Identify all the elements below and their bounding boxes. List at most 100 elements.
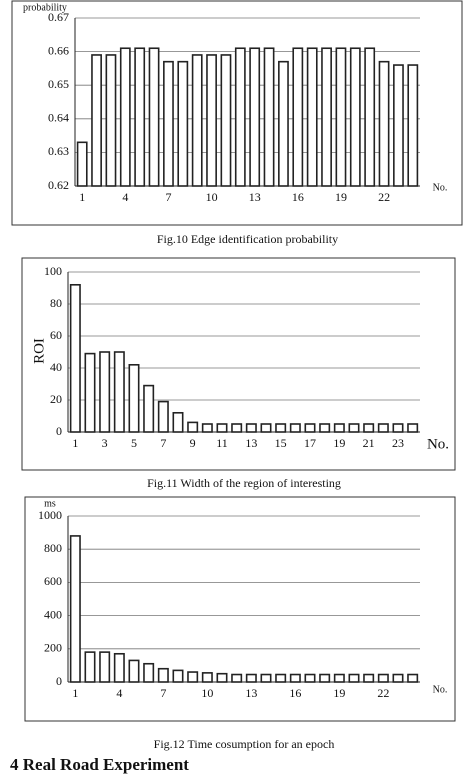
y-tick-label: 0 [56,424,62,438]
y-tick-label: 60 [50,328,62,342]
y-tick-label: 0.63 [48,144,69,158]
bar [304,423,316,433]
bar [172,669,184,683]
bar [392,673,404,683]
bar [113,351,125,433]
bar [321,47,332,187]
x-tick-label: 17 [304,436,316,450]
bar [76,141,88,187]
y-tick-label: 1000 [38,508,62,522]
x-tick-label: 22 [378,190,390,204]
x-tick-label: 19 [333,436,345,450]
bar [364,47,376,187]
section-heading: 4 Real Road Experiment [10,755,189,774]
bar [113,652,125,683]
x-tick-label: 5 [131,436,137,450]
bar [216,672,228,683]
bar [377,423,389,433]
x-axis-label: No. [433,182,448,193]
x-tick-label: 4 [116,686,122,700]
bar [407,423,419,433]
bar [206,54,217,187]
bar [348,673,360,683]
x-tick-label: 21 [363,436,375,450]
bar [275,423,287,433]
bar [177,60,189,187]
bar [335,47,347,187]
figure-caption: Fig.11 Width of the region of interestin… [147,476,341,490]
x-tick-label: 9 [190,436,196,450]
bar [69,535,81,683]
x-tick-label: 7 [165,190,171,204]
bar [319,423,331,433]
y-tick-label: 0.64 [48,111,69,125]
y-tick-label: 100 [44,264,62,278]
y-tick-label: 800 [44,541,62,555]
bar [333,673,345,683]
bar [143,384,155,433]
x-tick-label: 16 [292,190,304,204]
bar [187,421,199,433]
bar [134,47,146,187]
x-axis-label: No. [433,684,448,695]
bar [220,54,232,187]
figure-frame [24,496,456,722]
figure-frame [21,257,456,471]
y-tick-label: 20 [50,392,62,406]
y-tick-label: 0 [56,674,62,688]
bar [278,60,289,187]
x-tick-label: 3 [102,436,108,450]
y-tick-label: 0.62 [48,178,69,192]
x-tick-label: 1 [72,686,78,700]
x-tick-label: 1 [79,190,85,204]
bar [84,651,96,683]
x-tick-label: 22 [377,686,389,700]
y-tick-label: 0.65 [48,77,69,91]
x-tick-label: 19 [335,190,347,204]
bar [128,659,140,683]
x-axis-label: No. [427,436,449,452]
bar [249,47,261,187]
bar [392,423,404,433]
bar [216,423,228,433]
bar [393,64,404,187]
figure-caption: Fig.10 Edge identification probability [157,232,338,246]
bar [306,47,318,187]
bar [407,673,419,683]
x-tick-label: 13 [249,190,261,204]
figure-frame [11,0,463,226]
bar [105,54,117,187]
bar [333,423,345,433]
x-tick-label: 15 [275,436,287,450]
bar [191,54,203,187]
bar [99,351,111,433]
x-tick-label: 11 [216,436,228,450]
bar [377,673,389,683]
bar [363,423,375,433]
bar [201,672,213,683]
bar [407,64,419,187]
bar [163,60,174,187]
y-tick-label: 600 [44,574,62,588]
y-tick-label: 0.66 [48,43,69,57]
x-tick-label: 19 [333,686,345,700]
bar [69,283,81,433]
bar [172,411,184,433]
x-tick-label: 23 [392,436,404,450]
y-tick-label: 80 [50,296,62,310]
bar [91,54,102,187]
x-tick-label: 13 [245,686,257,700]
x-tick-label: 7 [160,686,166,700]
x-tick-label: 1 [72,436,78,450]
x-tick-label: 7 [160,436,166,450]
bar [99,651,111,683]
bar [84,352,96,433]
bar [187,671,199,683]
bar [245,423,257,433]
bar [157,667,169,683]
bar [319,673,331,683]
bar [363,673,375,683]
bar [157,400,169,433]
y-axis-label: ms [44,498,56,509]
y-tick-label: 200 [44,641,62,655]
